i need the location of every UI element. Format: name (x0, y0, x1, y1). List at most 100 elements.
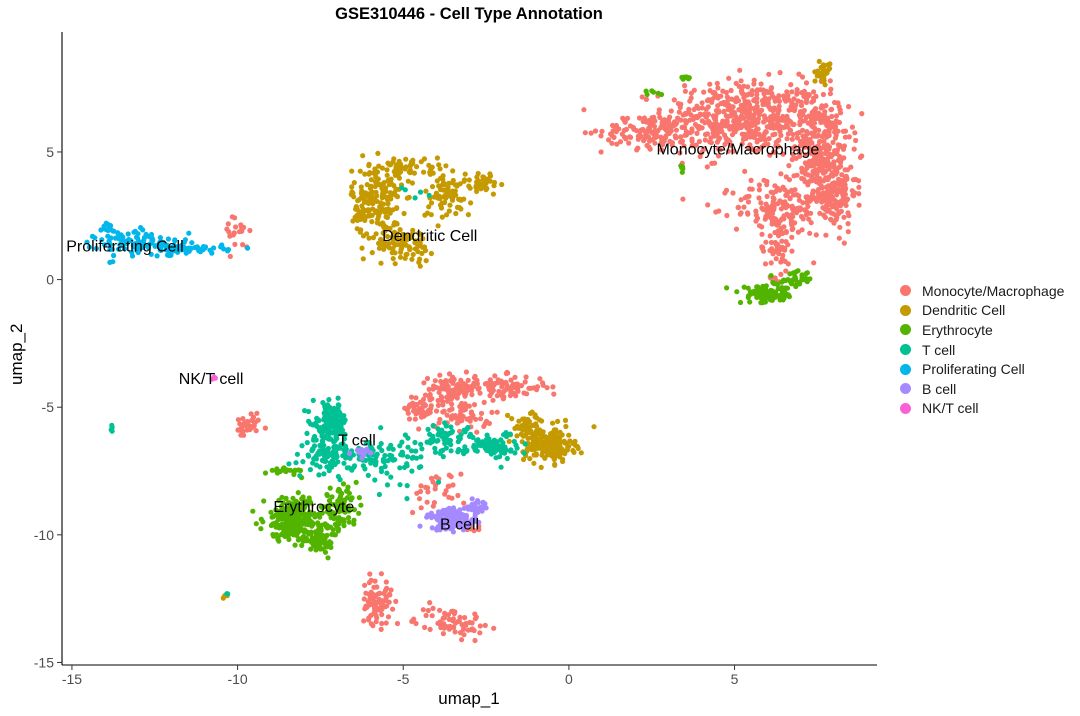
data-point (425, 489, 431, 495)
data-point (287, 525, 293, 531)
data-point (825, 183, 832, 189)
data-point (682, 88, 689, 94)
legend-item: Dendritic Cell (896, 301, 1064, 321)
data-point (522, 379, 528, 385)
data-point (451, 624, 457, 631)
data-point (812, 78, 818, 84)
data-point (749, 145, 755, 151)
data-point (269, 467, 275, 473)
data-point (362, 606, 368, 612)
data-point (469, 517, 475, 523)
data-point (447, 407, 453, 413)
data-point (426, 204, 432, 210)
data-point (411, 404, 417, 410)
data-point (772, 183, 778, 189)
data-point (829, 204, 835, 210)
cluster-label: NK/T cell (179, 371, 244, 388)
data-point (428, 200, 435, 206)
data-point (566, 432, 572, 438)
data-point (404, 454, 411, 460)
data-point (424, 514, 430, 520)
data-point (730, 125, 736, 131)
data-point (401, 210, 407, 217)
data-point (856, 191, 862, 197)
data-point (819, 77, 825, 83)
data-point (635, 133, 641, 139)
data-point (623, 126, 630, 132)
data-point (826, 207, 832, 213)
data-point (799, 74, 806, 80)
data-point (472, 616, 478, 622)
data-point (802, 207, 808, 213)
data-point (293, 498, 299, 504)
data-point (715, 153, 722, 159)
data-point (827, 78, 833, 84)
data-point (491, 183, 497, 189)
data-point (582, 130, 588, 136)
data-point (752, 148, 758, 154)
data-point (400, 231, 406, 237)
data-point (794, 135, 801, 141)
data-point (440, 454, 446, 460)
data-point (383, 620, 389, 626)
data-point (581, 107, 587, 113)
data-point (474, 438, 480, 444)
data-point (424, 375, 431, 382)
data-point (475, 181, 481, 187)
data-point (598, 133, 604, 139)
data-point (253, 428, 259, 434)
data-point (822, 109, 828, 115)
data-point (436, 420, 442, 426)
data-point (513, 381, 519, 387)
data-point (247, 227, 253, 234)
data-point (768, 206, 774, 212)
data-point (111, 252, 117, 259)
data-point (794, 281, 800, 287)
data-point (817, 210, 823, 216)
data-point (723, 89, 730, 96)
data-point (327, 508, 333, 514)
data-point (362, 449, 368, 455)
data-point (674, 120, 680, 126)
data-point (540, 380, 546, 386)
data-point (349, 495, 355, 501)
data-point (733, 113, 739, 120)
data-point (372, 166, 378, 172)
data-point (744, 120, 750, 126)
data-point (450, 482, 456, 488)
data-point (362, 215, 368, 221)
data-point (710, 130, 716, 136)
data-point (105, 233, 111, 239)
data-point (369, 212, 375, 218)
data-point (836, 164, 842, 170)
data-point (808, 122, 814, 128)
data-point (120, 234, 126, 240)
data-point (643, 88, 649, 94)
data-point (418, 441, 424, 447)
data-point (395, 165, 401, 171)
data-point (379, 240, 385, 246)
data-point (373, 231, 379, 237)
y-tick-label: -5 (42, 399, 55, 415)
data-point (683, 120, 689, 126)
data-point (551, 391, 557, 397)
data-point (297, 473, 303, 479)
data-point (458, 377, 464, 383)
data-point (790, 131, 796, 138)
data-point (818, 192, 825, 198)
data-point (302, 516, 308, 523)
data-point (817, 148, 823, 154)
data-point (342, 509, 348, 515)
data-point (361, 596, 367, 602)
data-point (385, 201, 391, 207)
series-proliferating-cell (84, 220, 251, 265)
data-point (795, 268, 801, 274)
data-point (380, 188, 386, 194)
data-point (494, 393, 500, 399)
data-point (408, 159, 415, 165)
data-point (773, 256, 779, 262)
data-point (479, 508, 485, 514)
data-point (281, 465, 287, 471)
data-point (398, 249, 404, 255)
data-point (810, 133, 817, 139)
